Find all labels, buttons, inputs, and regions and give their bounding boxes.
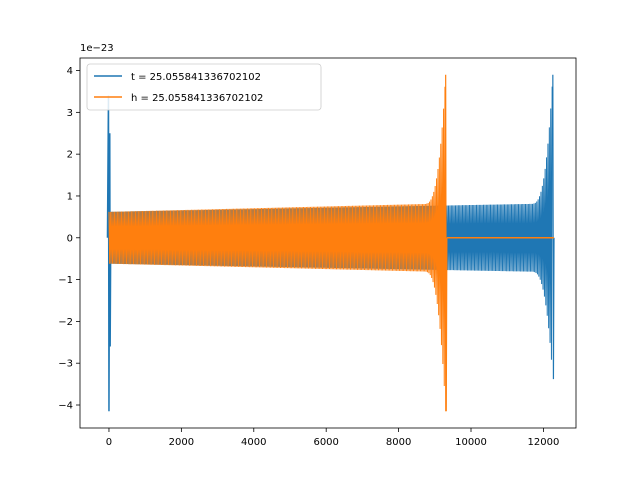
y-tick-label: 2 [67,150,73,161]
y-tick-label: 0 [67,233,73,244]
x-tick-label: 12000 [528,437,560,448]
legend: t = 25.055841336702102 h = 25.0558413367… [86,63,322,111]
series-t-burst [106,95,112,412]
legend-label-t: t = 25.055841336702102 [131,72,261,83]
y-tick-label: −1 [58,275,73,286]
x-tick-label: 4000 [241,437,266,448]
y-tick-label: 1 [67,191,73,202]
y-tick-label: −2 [58,317,73,328]
y-offset-text: 1e−23 [80,43,114,54]
legend-frame [86,63,322,111]
x-tick-label: 8000 [386,437,411,448]
plot-area [79,57,577,429]
series-h-chirp [108,86,447,412]
x-tick-label: 10000 [455,437,487,448]
series-t-chirp [110,86,553,360]
x-axis: 0 2000 4000 6000 8000 10000 12000 [106,428,560,448]
y-tick-label: −4 [58,401,73,412]
legend-label-h: h = 25.055841336702102 [131,93,263,104]
y-tick-label: 4 [67,66,73,77]
y-tick-label: 3 [67,108,73,119]
x-tick-label: 0 [106,437,112,448]
x-tick-label: 2000 [169,437,194,448]
axes-frame [79,57,577,429]
y-tick-label: −3 [58,359,73,370]
y-axis: −4 −3 −2 −1 0 1 2 3 4 [58,66,80,412]
x-tick-label: 6000 [313,437,338,448]
